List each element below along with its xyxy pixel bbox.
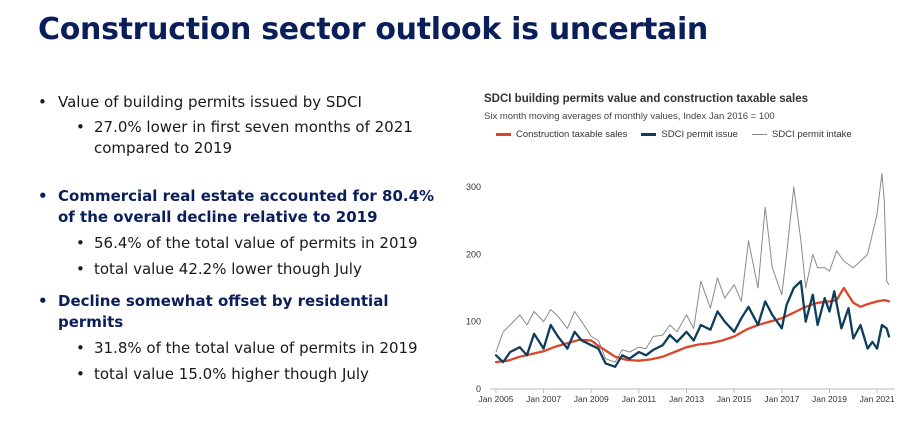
- bullet-permits-value: Value of building permits issued by SDCI: [36, 92, 456, 113]
- series-line-permit-issue: [494, 280, 891, 368]
- legend-item-construction: Construction taxable sales: [496, 129, 627, 140]
- x-tick-label: Jan 2015: [717, 394, 752, 404]
- x-tick-label: Jan 2011: [622, 394, 657, 404]
- bullet-residential-share: 31.8% of the total value of permits in 2…: [36, 338, 456, 359]
- y-tick-label: 100: [466, 317, 481, 327]
- bullet-list: Value of building permits issued by SDCI…: [36, 92, 456, 385]
- legend-swatch-construction: [496, 133, 511, 136]
- y-tick-label: 300: [466, 182, 481, 192]
- chart-title: SDCI building permits value and construc…: [484, 93, 808, 105]
- bullet-commercial-decline: total value 42.2% lower though July: [36, 259, 456, 280]
- bullet-residential-increase: total value 15.0% higher though July: [36, 364, 456, 385]
- series-line-permit-intake: [495, 173, 890, 363]
- legend-item-permit-intake: SDCI permit intake: [751, 129, 852, 140]
- legend-label-construction: Construction taxable sales: [516, 129, 628, 140]
- bullet-residential: Decline somewhat offset by residential p…: [36, 291, 456, 333]
- y-tick-label: 200: [466, 249, 481, 259]
- x-tick-label: Jan 2005: [478, 394, 513, 404]
- bullet-commercial: Commercial real estate accounted for 80.…: [36, 186, 456, 228]
- bullet-commercial-share: 56.4% of the total value of permits in 2…: [36, 233, 456, 254]
- series-line-construction: [494, 286, 891, 364]
- bullet-permits-decline: 27.0% lower in first seven months of 202…: [36, 117, 456, 159]
- x-tick-label: Jan 2021: [860, 394, 895, 404]
- x-tick-label: Jan 2009: [574, 394, 609, 404]
- x-tick-label: Jan 2019: [812, 394, 847, 404]
- legend-item-permit-issue: SDCI permit issue: [641, 129, 738, 140]
- legend-label-permit-intake: SDCI permit intake: [771, 129, 852, 140]
- chart-subtitle: Six month moving averages of monthly val…: [484, 111, 775, 122]
- legend-swatch-permit-issue: [641, 133, 657, 136]
- x-tick-label: Jan 2017: [764, 394, 799, 404]
- x-tick-label: Jan 2007: [526, 394, 561, 404]
- y-tick-label: 0: [476, 384, 481, 394]
- legend-label-permit-issue: SDCI permit issue: [661, 129, 738, 140]
- chart-legend: Construction taxable sales SDCI permit i…: [496, 129, 866, 140]
- x-tick-label: Jan 2013: [669, 394, 704, 404]
- legend-swatch-permit-intake: [751, 134, 767, 135]
- slide-title: Construction sector outlook is uncertain: [38, 12, 708, 47]
